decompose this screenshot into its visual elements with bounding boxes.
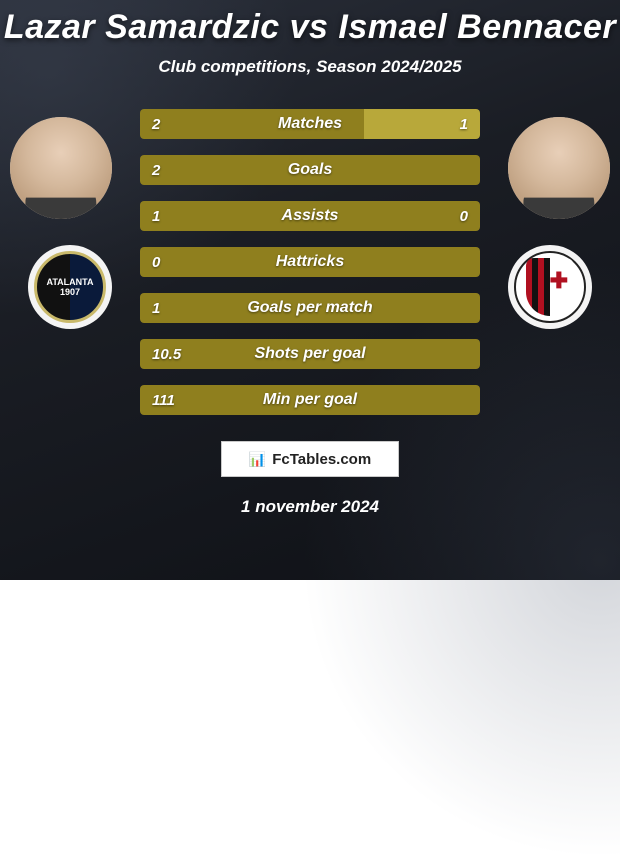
stat-fill-right (364, 109, 480, 139)
subtitle: Club competitions, Season 2024/2025 (0, 57, 620, 77)
stat-row: 10.5Shots per goal (140, 339, 480, 369)
page-title: Lazar Samardzic vs Ismael Bennacer (0, 0, 620, 47)
comparison-chart: ATALANTA1907 21Matches 2Goals 10Assists 0Ha… (0, 107, 620, 427)
stat-fill-left (140, 155, 480, 185)
stat-row: 0Hattricks (140, 247, 480, 277)
stat-bars: 21Matches 2Goals 10Assists 0Hattricks 1Goals… (140, 109, 480, 431)
stat-row: 1Goals per match (140, 293, 480, 323)
club-left-logo: ATALANTA1907 (28, 245, 112, 329)
attribution-badge: 📊 FcTables.com (221, 441, 399, 477)
stat-fill-left (140, 385, 480, 415)
footer-date: 1 november 2024 (0, 497, 620, 517)
player-right-photo (508, 117, 610, 219)
stat-fill-left (140, 339, 480, 369)
stat-fill-left (140, 201, 480, 231)
stat-row: 21Matches (140, 109, 480, 139)
stat-fill-left (140, 109, 364, 139)
club-right-logo (508, 245, 592, 329)
chart-icon: 📊 (249, 451, 266, 468)
stat-fill-left (140, 247, 480, 277)
attribution-text: FcTables.com (272, 451, 371, 468)
stat-row: 111Min per goal (140, 385, 480, 415)
player-left-photo (10, 117, 112, 219)
stat-row: 10Assists (140, 201, 480, 231)
stat-fill-left (140, 293, 480, 323)
stat-row: 2Goals (140, 155, 480, 185)
